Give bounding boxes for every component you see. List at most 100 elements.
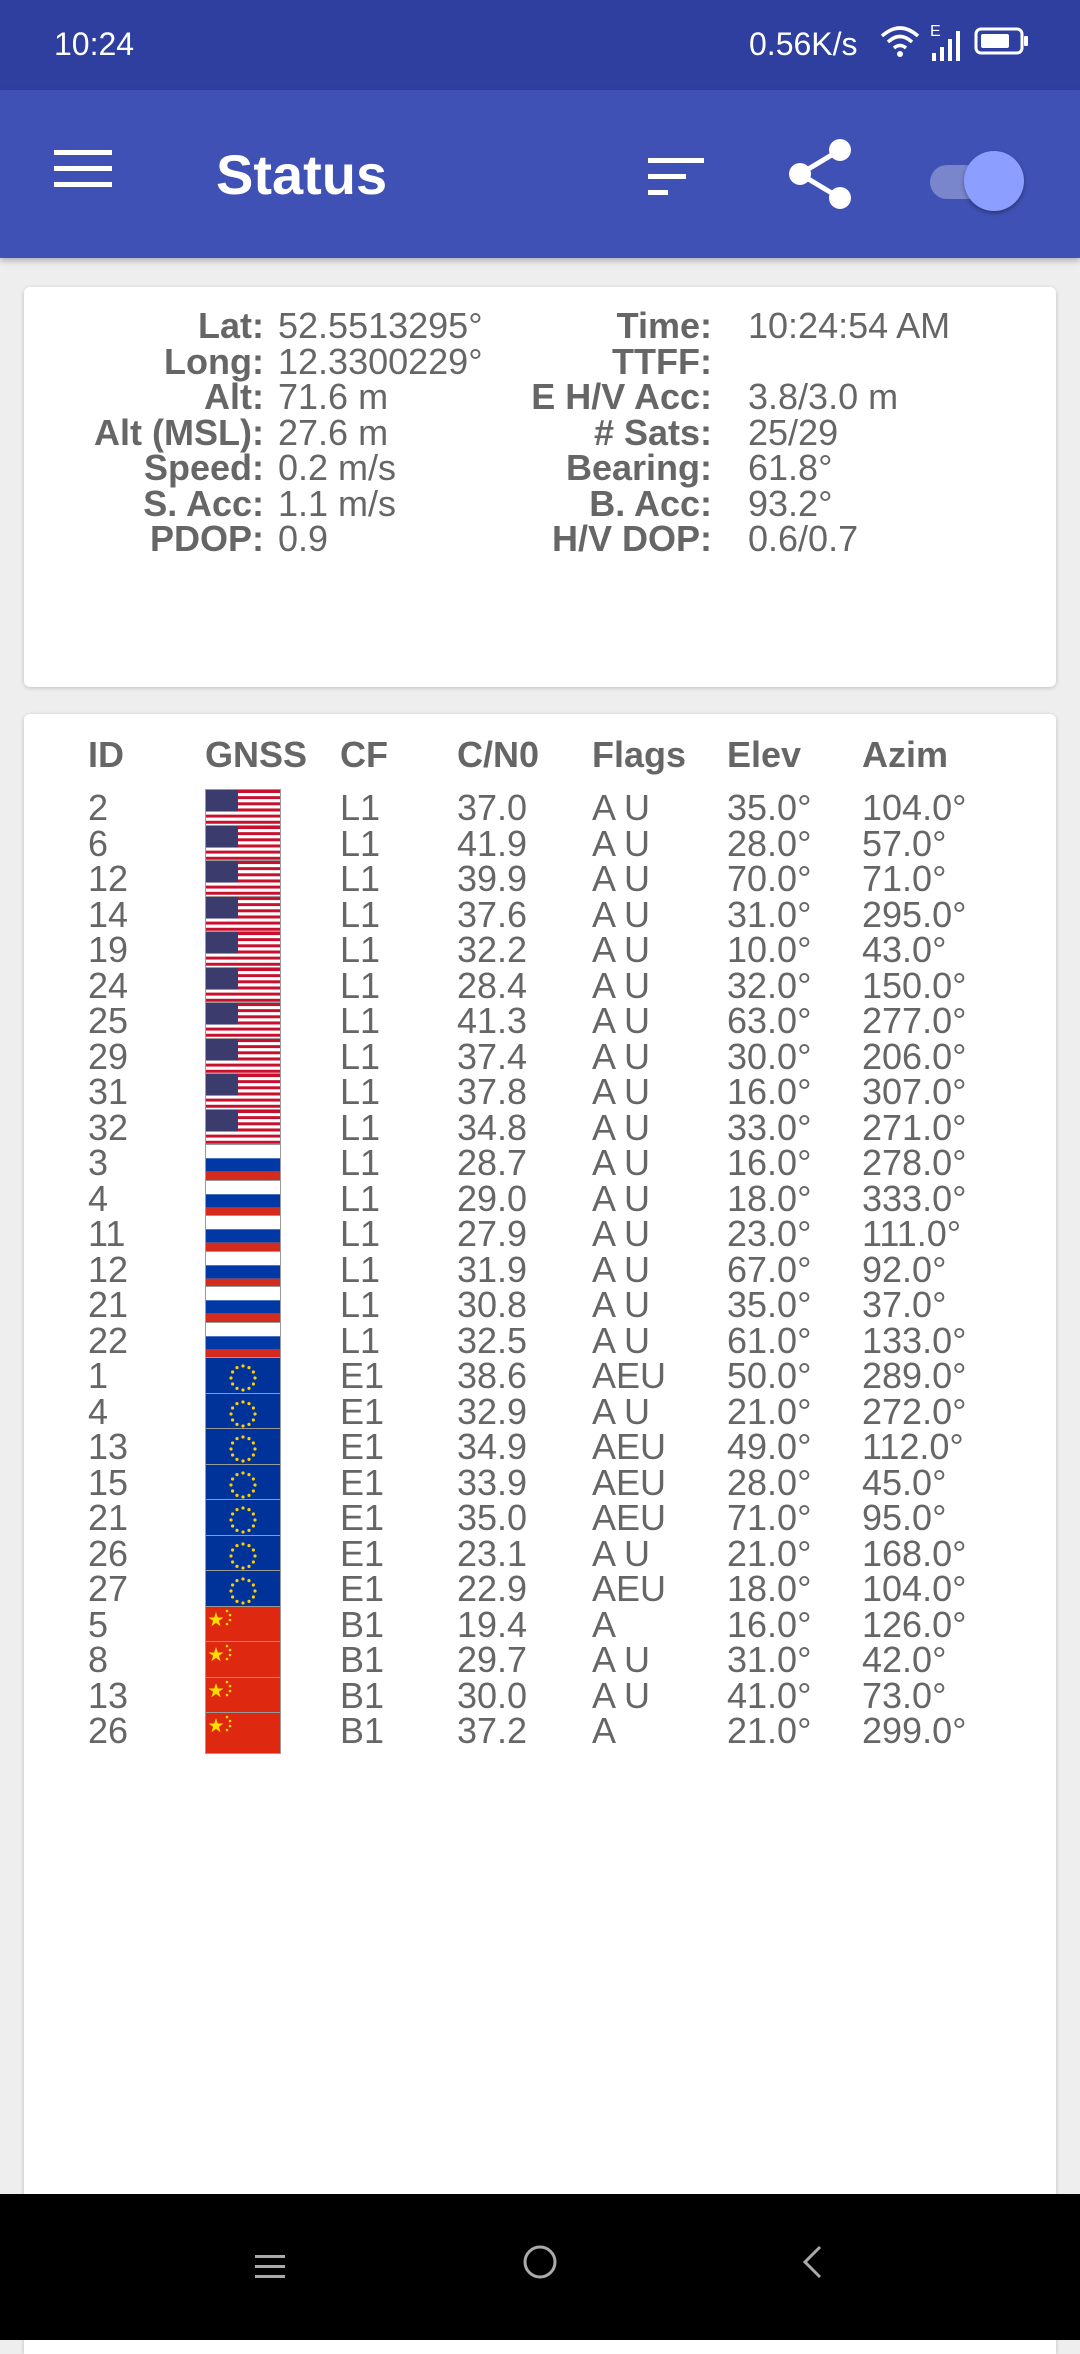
header-cf[interactable]: CF bbox=[340, 734, 388, 775]
table-row[interactable]: 27 E1 22.9 AEU 18.0° 104.0° bbox=[24, 1568, 1056, 1621]
sat-azim: 104.0° bbox=[862, 787, 967, 828]
sat-cn0: 32.2 bbox=[457, 929, 528, 970]
sat-elev: 35.0° bbox=[727, 787, 812, 828]
table-row[interactable]: 8 B1 29.7 A U 31.0° 42.0° bbox=[24, 1639, 1056, 1692]
table-row[interactable]: 14 L1 37.6 A U 31.0° 295.0° bbox=[24, 894, 1056, 947]
nav-home-icon[interactable] bbox=[522, 2244, 558, 2285]
sat-cn0: 23.1 bbox=[457, 1532, 528, 1574]
sat-cn0: 32.9 bbox=[457, 1390, 528, 1432]
location-value: 1.1 m/s bbox=[278, 482, 397, 524]
share-icon[interactable] bbox=[786, 138, 856, 215]
header-cn0[interactable]: C/N0 bbox=[457, 734, 540, 775]
table-row[interactable]: 5 B1 19.4 A 16.0° 126.0° bbox=[24, 1604, 1056, 1657]
location-label: Alt (MSL): bbox=[94, 411, 264, 453]
table-row[interactable]: 2 L1 37.0 A U 35.0° 104.0° bbox=[24, 787, 1056, 840]
app-bar: Status bbox=[0, 90, 1080, 258]
sat-flags: AEU bbox=[592, 1497, 667, 1538]
table-row[interactable]: 6 L1 41.9 A U 28.0° 57.0° bbox=[24, 823, 1056, 876]
location-label: H/V DOP: bbox=[551, 518, 712, 559]
table-row[interactable]: 25 L1 41.3 A U 63.0° 277.0° bbox=[24, 1000, 1056, 1053]
sat-cn0: 19.4 bbox=[457, 1603, 528, 1645]
sat-flags: A U bbox=[592, 1142, 651, 1183]
sat-elev: 33.0° bbox=[727, 1106, 812, 1148]
sat-azim: 71.0° bbox=[862, 858, 947, 899]
status-icons: E bbox=[880, 23, 1030, 66]
table-row[interactable]: 26 E1 23.1 A U 21.0° 168.0° bbox=[24, 1533, 1056, 1586]
sat-cf: L1 bbox=[340, 929, 381, 970]
sat-azim: 299.0° bbox=[862, 1710, 967, 1751]
header-flags[interactable]: Flags bbox=[592, 734, 687, 775]
location-row: Alt: 71.6 m E H/V Acc: 3.8/3.0 m bbox=[24, 376, 1056, 429]
network-speed: 0.56K/s bbox=[749, 26, 858, 62]
sat-cn0: 35.0 bbox=[457, 1497, 528, 1538]
sat-cn0: 41.3 bbox=[457, 1000, 528, 1041]
location-value: 0.9 bbox=[278, 518, 329, 559]
location-label: TTFF: bbox=[612, 340, 712, 382]
table-row[interactable]: 11 L1 27.9 A U 23.0° 111.0° bbox=[24, 1213, 1056, 1266]
sat-flags: A bbox=[592, 1710, 617, 1751]
sat-id: 31 bbox=[88, 1071, 129, 1112]
sat-elev: 70.0° bbox=[727, 858, 812, 899]
sat-elev: 41.0° bbox=[727, 1674, 812, 1716]
clock: 10:24 bbox=[54, 26, 135, 62]
table-row[interactable]: 12 L1 39.9 A U 70.0° 71.0° bbox=[24, 858, 1056, 911]
sat-cn0: 37.6 bbox=[457, 893, 528, 935]
nav-back-icon[interactable] bbox=[800, 2244, 824, 2285]
sat-elev: 71.0° bbox=[727, 1497, 812, 1538]
location-value: 0.2 m/s bbox=[278, 447, 397, 488]
menu-icon[interactable] bbox=[54, 148, 112, 193]
sat-id: 14 bbox=[88, 893, 129, 935]
sat-elev: 61.0° bbox=[727, 1319, 812, 1361]
sat-cf: L1 bbox=[340, 822, 381, 864]
table-row[interactable]: 1 E1 38.6 AEU 50.0° 289.0° bbox=[24, 1355, 1056, 1408]
sat-elev: 67.0° bbox=[727, 1248, 812, 1290]
location-label: Bearing: bbox=[565, 447, 712, 488]
table-row[interactable]: 24 L1 28.4 A U 32.0° 150.0° bbox=[24, 965, 1056, 1018]
flag-cn-icon bbox=[205, 1605, 281, 1648]
sat-azim: 272.0° bbox=[862, 1390, 967, 1432]
sat-azim: 45.0° bbox=[862, 1461, 947, 1503]
header-elev[interactable]: Elev bbox=[727, 734, 802, 775]
sat-cf: E1 bbox=[340, 1390, 385, 1432]
sat-id: 32 bbox=[88, 1106, 129, 1148]
header-id[interactable]: ID bbox=[88, 734, 124, 775]
battery-icon bbox=[974, 26, 1030, 64]
tracking-toggle[interactable] bbox=[926, 145, 1026, 211]
header-gnss[interactable]: GNSS bbox=[205, 734, 308, 775]
table-row[interactable]: 22 L1 32.5 A U 61.0° 133.0° bbox=[24, 1320, 1056, 1373]
table-row[interactable]: 4 E1 32.9 A U 21.0° 272.0° bbox=[24, 1391, 1056, 1444]
sat-id: 12 bbox=[88, 1248, 129, 1290]
table-row[interactable]: 4 L1 29.0 A U 18.0° 333.0° bbox=[24, 1178, 1056, 1231]
table-row[interactable]: 26 B1 37.2 A 21.0° 299.0° bbox=[24, 1710, 1056, 1763]
table-row[interactable]: 13 B1 30.0 A U 41.0° 73.0° bbox=[24, 1675, 1056, 1728]
table-row[interactable]: 29 L1 37.4 A U 30.0° 206.0° bbox=[24, 1036, 1056, 1089]
header-azim[interactable]: Azim bbox=[862, 734, 949, 775]
sat-cn0: 22.9 bbox=[457, 1568, 528, 1609]
table-row[interactable]: 31 L1 37.8 A U 16.0° 307.0° bbox=[24, 1071, 1056, 1124]
sat-cf: L1 bbox=[340, 1142, 381, 1183]
table-row[interactable]: 21 E1 35.0 AEU 71.0° 95.0° bbox=[24, 1497, 1056, 1550]
sat-flags: A U bbox=[592, 858, 651, 899]
sat-cf: B1 bbox=[340, 1710, 385, 1751]
location-label: PDOP: bbox=[149, 518, 264, 559]
location-row: Long: 12.3300229° TTFF: bbox=[24, 341, 1056, 394]
sat-elev: 32.0° bbox=[727, 964, 812, 1006]
location-row: S. Acc: 1.1 m/s B. Acc: 93.2° bbox=[24, 483, 1056, 536]
sat-cn0: 37.8 bbox=[457, 1071, 528, 1112]
table-row[interactable]: 15 E1 33.9 AEU 28.0° 45.0° bbox=[24, 1462, 1056, 1515]
table-row[interactable]: 21 L1 30.8 A U 35.0° 37.0° bbox=[24, 1284, 1056, 1337]
flag-eu-icon bbox=[205, 1570, 281, 1612]
sat-cf: E1 bbox=[340, 1461, 385, 1503]
sat-cn0: 30.0 bbox=[457, 1674, 528, 1716]
sat-id: 21 bbox=[88, 1284, 129, 1325]
sort-icon[interactable] bbox=[648, 156, 704, 201]
sat-flags: A U bbox=[592, 1639, 651, 1680]
table-row[interactable]: 12 L1 31.9 A U 67.0° 92.0° bbox=[24, 1249, 1056, 1302]
location-value: 3.8/3.0 m bbox=[748, 376, 899, 417]
table-row[interactable]: 3 L1 28.7 A U 16.0° 278.0° bbox=[24, 1142, 1056, 1195]
table-row[interactable]: 13 E1 34.9 AEU 49.0° 112.0° bbox=[24, 1426, 1056, 1479]
nav-menu-icon[interactable] bbox=[255, 2252, 285, 2287]
sat-cn0: 29.7 bbox=[457, 1639, 528, 1680]
sat-id: 2 bbox=[88, 787, 109, 828]
sat-flags: A U bbox=[592, 1532, 651, 1574]
